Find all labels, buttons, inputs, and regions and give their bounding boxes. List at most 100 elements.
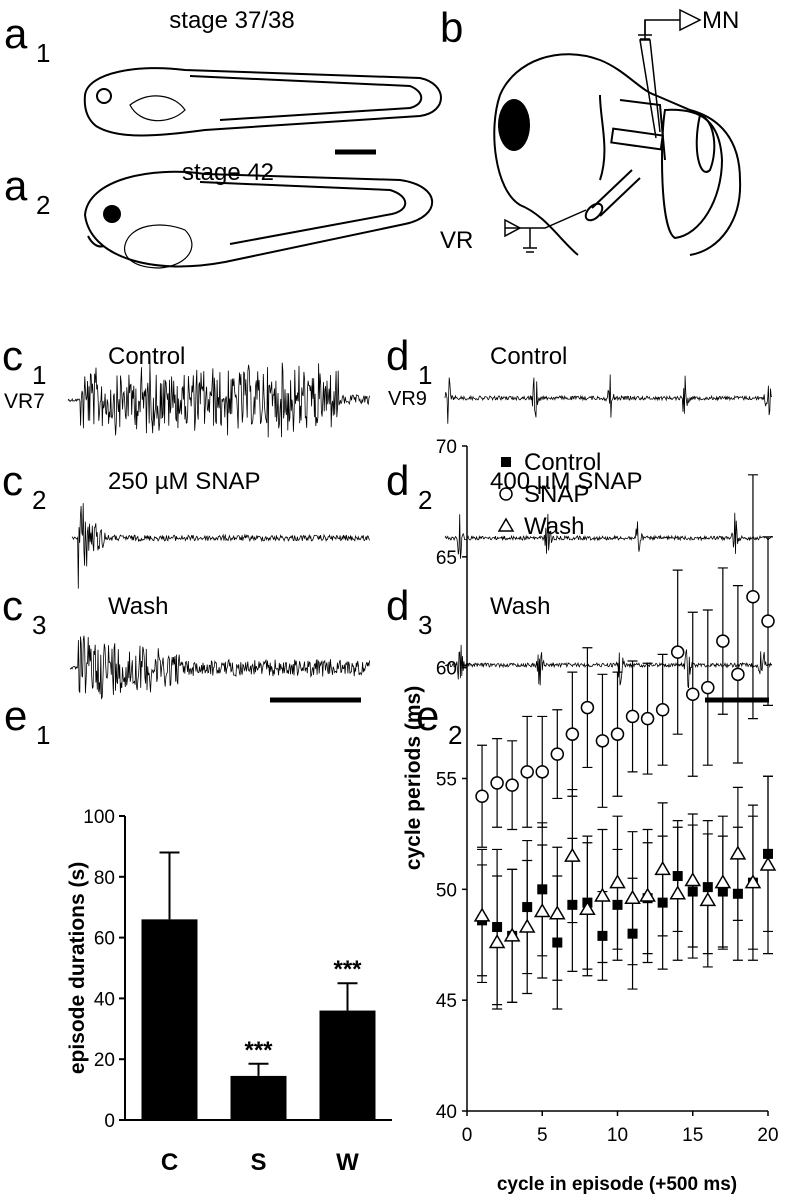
y-tick-label: 60 <box>436 659 457 680</box>
point <box>701 680 715 695</box>
point <box>624 889 641 904</box>
y-tick-label: 60 <box>94 929 115 950</box>
point <box>503 927 521 942</box>
panel-sub: 1 <box>36 38 50 68</box>
y-tick-label: 65 <box>436 548 457 569</box>
y-axis-label: episode durations (s) <box>66 862 89 1074</box>
panel-letter: e <box>416 692 439 739</box>
y-tick-label: 0 <box>104 1111 115 1132</box>
point <box>595 734 610 748</box>
bar <box>230 1075 287 1120</box>
point <box>564 847 581 862</box>
point <box>731 667 745 682</box>
point <box>639 887 656 902</box>
point <box>490 776 504 790</box>
panel-sub: 1 <box>32 360 46 390</box>
point <box>580 700 595 715</box>
trace <box>69 635 370 700</box>
tadpole-eye <box>96 88 112 104</box>
y-tick-label: 50 <box>436 880 457 901</box>
legend-label: Control <box>524 449 601 476</box>
eye <box>498 99 530 151</box>
annotation: *** <box>333 956 362 983</box>
caption: 400 µM SNAP <box>490 468 643 495</box>
bar <box>319 1010 376 1120</box>
legend-marker <box>497 517 515 532</box>
y-axis-label: cycle periods (ms) <box>402 686 425 870</box>
error-bar <box>248 1062 269 1076</box>
head-detail <box>599 94 666 181</box>
y-tick-label: 45 <box>436 991 457 1012</box>
dissection <box>610 127 664 151</box>
y-tick-label: 80 <box>94 868 115 889</box>
x-tick-label: W <box>336 1149 359 1176</box>
point <box>699 891 717 907</box>
point <box>533 903 551 918</box>
panel-letter: d <box>386 457 409 504</box>
panel-letter: c <box>2 332 23 379</box>
point <box>625 709 640 724</box>
tadpole-outline <box>83 170 434 268</box>
trace <box>71 503 370 589</box>
label: VR <box>440 227 473 254</box>
point <box>505 778 519 792</box>
y-tick-label: 70 <box>436 437 457 458</box>
legend-label: Wash <box>524 513 584 540</box>
y-tick-label: 55 <box>436 770 457 791</box>
y-tick-label: 100 <box>83 807 115 828</box>
tadpole-detail <box>87 235 105 248</box>
point <box>744 874 762 889</box>
panel-letter: c <box>2 582 23 629</box>
point <box>609 874 626 889</box>
spinal-cord-detail <box>695 113 716 173</box>
trace <box>444 644 773 689</box>
x-tick-label: 15 <box>682 1125 703 1146</box>
x-tick-label: 10 <box>607 1125 628 1146</box>
point <box>654 860 671 876</box>
panel-sub: 2 <box>32 485 46 515</box>
panel-letter: b <box>440 4 463 51</box>
tadpole-outline <box>83 67 442 137</box>
point <box>565 727 580 741</box>
legend-marker <box>499 487 513 501</box>
point <box>548 905 566 920</box>
preparation-drawing <box>493 8 742 256</box>
point <box>610 727 625 741</box>
point <box>535 765 549 779</box>
electrode-tip <box>584 202 604 222</box>
x-tick-label: C <box>161 1149 178 1176</box>
y-tick-label: 20 <box>94 1050 115 1071</box>
panel-letter: d <box>386 582 409 629</box>
point <box>669 885 687 900</box>
point <box>759 856 777 871</box>
trace-label: VR9 <box>388 388 427 410</box>
point <box>640 711 655 726</box>
trace <box>67 362 371 438</box>
error-bar <box>159 851 180 920</box>
x-axis-label: cycle in episode (+500 ms) <box>497 1174 737 1195</box>
point <box>684 871 702 887</box>
bar <box>141 919 198 1120</box>
panel-letter: d <box>386 332 409 379</box>
panel-letter: e <box>4 692 27 739</box>
tadpole-drawings <box>83 67 442 269</box>
caption: Control <box>490 343 567 370</box>
point <box>594 887 611 902</box>
point <box>518 918 536 933</box>
trace <box>444 512 772 559</box>
y-tick-label: 40 <box>436 1102 457 1123</box>
caption: Wash <box>490 593 550 620</box>
caption: 250 µM SNAP <box>108 468 261 495</box>
legend-label: SNAP <box>524 481 589 508</box>
panel-sub: 2 <box>448 720 462 750</box>
point <box>473 907 491 922</box>
x-tick-label: 5 <box>537 1125 548 1146</box>
point <box>655 703 670 717</box>
head-outline <box>493 53 742 256</box>
caption: Wash <box>108 593 168 620</box>
point <box>488 934 506 949</box>
panel-sub: 3 <box>418 610 432 640</box>
x-tick-label: 20 <box>757 1125 778 1146</box>
panel-sub: 1 <box>418 360 432 390</box>
